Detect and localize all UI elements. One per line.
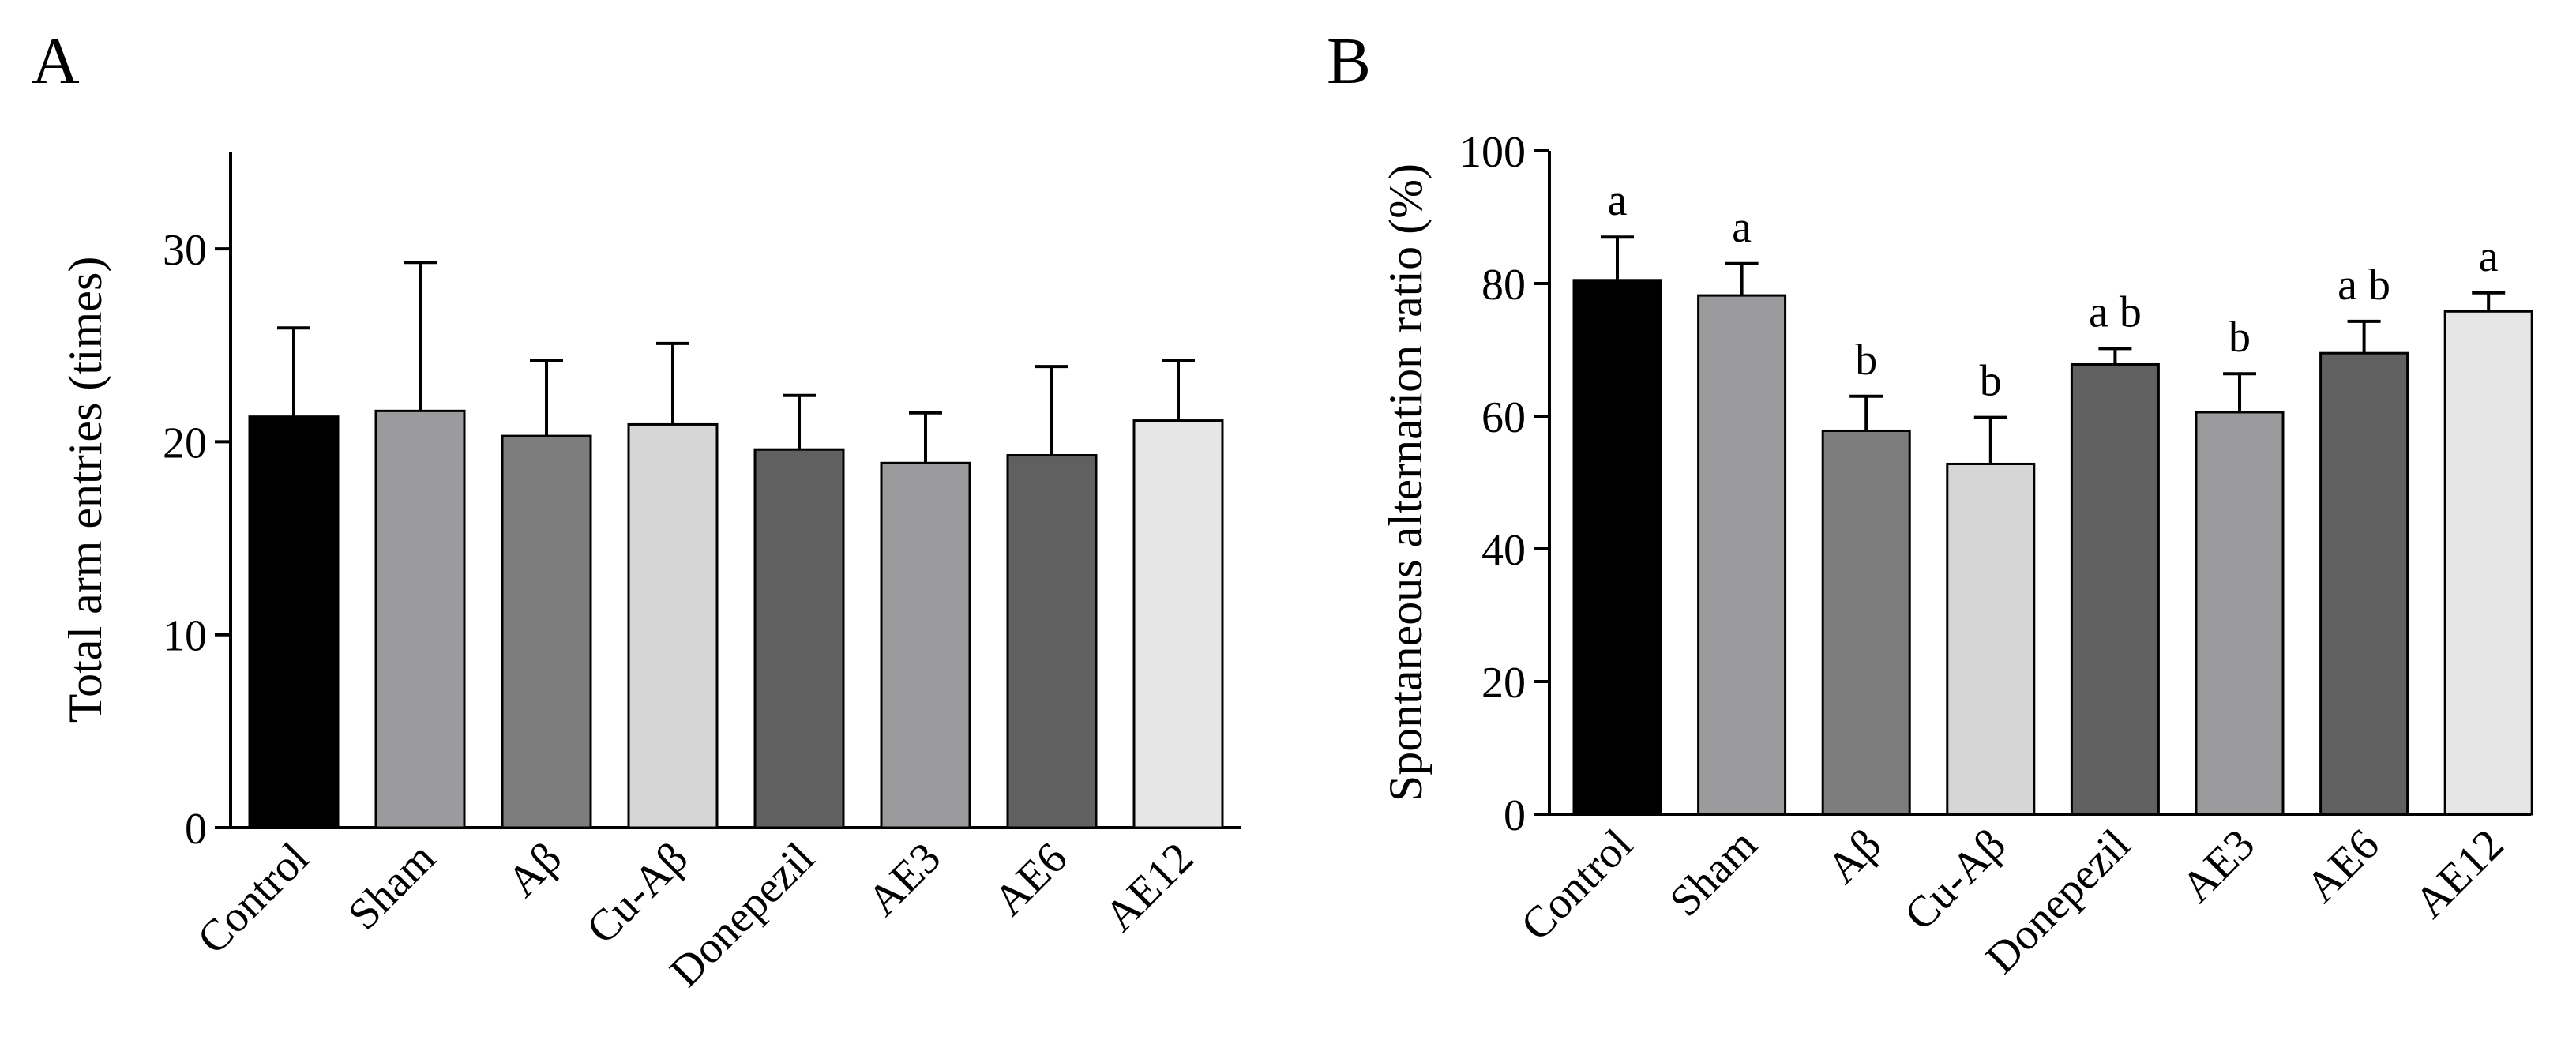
panel-b-significance-label: a <box>1732 203 1752 252</box>
panel-a-y-tick-label: 0 <box>185 805 207 854</box>
panel-b-bar-6 <box>2195 411 2285 816</box>
panel-b-letter: B <box>1327 24 1371 98</box>
panel-b-y-axis-label: Spontaneous alternation ratio (%) <box>1380 163 1432 802</box>
panel-b-significance-label: b <box>1980 357 2002 406</box>
panel-b-bar-1 <box>1572 279 1662 816</box>
panel-a-y-tick-label: 10 <box>163 612 207 661</box>
panel-a-letter: A <box>32 24 80 98</box>
panel-b-significance-label: b <box>1855 336 1877 385</box>
panel-b-significance-label: a b <box>2089 287 2142 336</box>
panel-b-y-tick-label: 60 <box>1481 393 1526 442</box>
panel-b-y-tick-label: 40 <box>1481 526 1526 575</box>
panel-b-y-tick-label: 100 <box>1459 128 1526 177</box>
panel-a-y-axis-label: Total arm entries (times) <box>59 257 111 723</box>
panel-a-bar-7 <box>1006 454 1098 829</box>
panel-b-significance-label: a b <box>2338 261 2390 310</box>
panel-a-bar-4 <box>627 422 719 829</box>
panel-a-bar-5 <box>753 448 845 829</box>
panel-b-bar-4 <box>1946 462 2036 816</box>
panel-b-bar-8 <box>2443 310 2533 816</box>
panel-a-bar-3 <box>501 434 592 829</box>
panel-a-y-tick-label: 30 <box>163 226 207 275</box>
panel-b-significance-label: b <box>2229 313 2251 362</box>
panel-b-bar-2 <box>1697 294 1787 816</box>
panel-a-bar-8 <box>1132 419 1224 829</box>
panel-a-bar-1 <box>248 415 340 829</box>
panel-b-significance-label: a <box>2479 232 2499 281</box>
panel-b-y-tick-label: 0 <box>1504 791 1526 840</box>
panel-a-bar-2 <box>374 409 466 829</box>
panel-a-bar-6 <box>880 461 971 829</box>
panel-b-bar-3 <box>1821 429 1911 816</box>
panel-a-y-tick-label: 20 <box>163 419 207 468</box>
panel-b-bar-7 <box>2319 351 2409 816</box>
panel-b-significance-label: a <box>1608 176 1628 225</box>
panel-b-y-tick-label: 20 <box>1481 659 1526 708</box>
panel-b-bar-5 <box>2070 362 2160 816</box>
panel-b-y-tick-label: 80 <box>1481 261 1526 310</box>
